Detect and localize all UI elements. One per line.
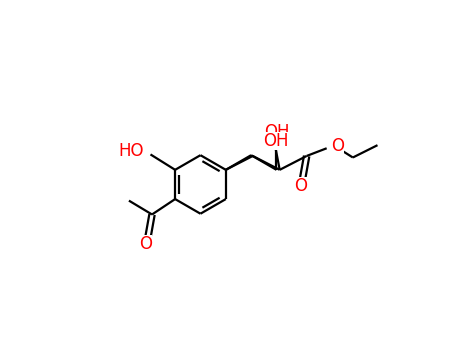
Text: O: O bbox=[331, 137, 344, 155]
Text: O: O bbox=[139, 235, 152, 253]
Text: OH: OH bbox=[263, 132, 288, 149]
Text: O: O bbox=[294, 177, 307, 195]
Text: OH: OH bbox=[264, 123, 289, 141]
Text: HO: HO bbox=[118, 142, 144, 160]
